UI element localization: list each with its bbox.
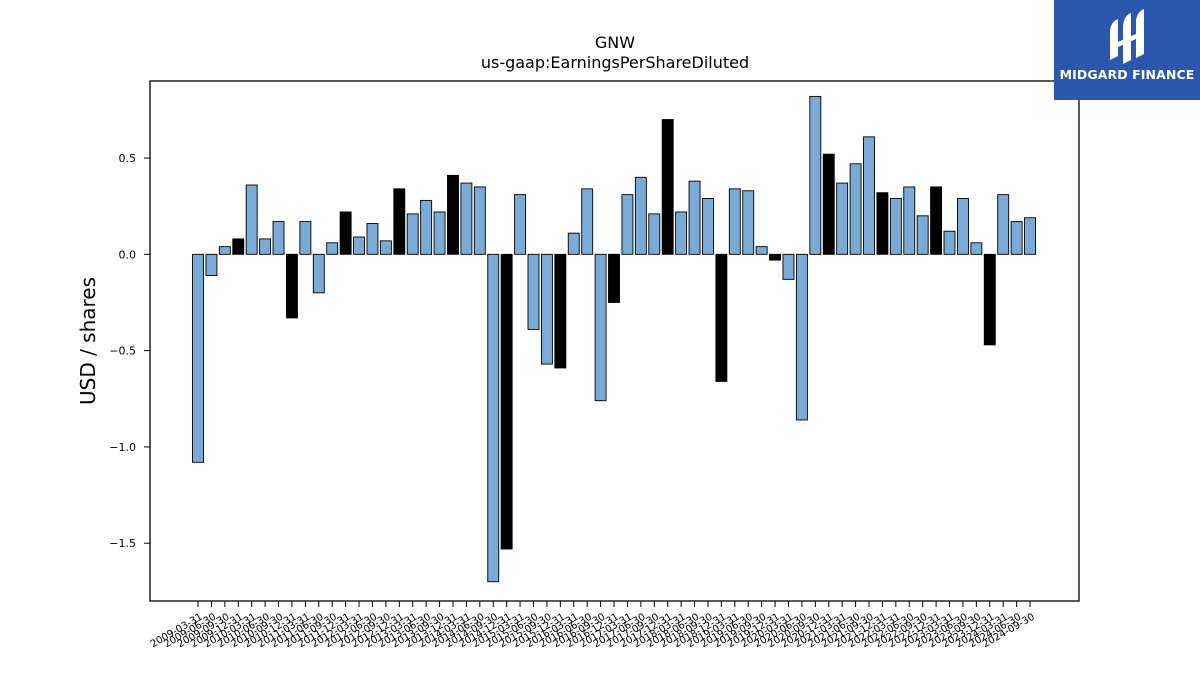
bar-2022-06-30 (903, 186, 916, 255)
bar-2018-09-30 (702, 198, 714, 255)
bar-2012-06-30 (366, 223, 379, 255)
midgard-logo-icon (1110, 9, 1144, 64)
bar-2024-06-30 (1010, 221, 1023, 255)
bar-2023-03-31 (943, 230, 956, 255)
bar-2012-03-31 (353, 236, 365, 255)
bar-2010-12-31 (285, 253, 298, 319)
bar-2021-06-30 (849, 163, 862, 255)
bar-2010-03-31 (245, 184, 258, 255)
bar-2015-09-30 (540, 253, 553, 365)
bar-2018-03-31 (675, 211, 688, 255)
bar-2024-03-31 (997, 194, 1010, 255)
bar-2010-09-30 (272, 221, 285, 255)
bar-2015-06-30 (527, 253, 540, 330)
bar-2017-06-30 (634, 176, 647, 255)
bar-2020-06-30 (795, 253, 808, 421)
bar-2013-03-31 (406, 213, 419, 255)
bar-2010-06-30 (259, 238, 272, 255)
y-tick-label: 0.5 (119, 152, 137, 165)
bar-2019-06-30 (742, 190, 755, 255)
bar-2011-12-31 (339, 211, 352, 255)
bar-2023-09-30 (970, 242, 983, 255)
bars-group (192, 95, 1036, 583)
bar-2016-09-30 (594, 253, 607, 402)
bar-2021-03-31 (836, 182, 849, 255)
bar-2023-06-30 (956, 198, 969, 255)
bar-2021-09-30 (863, 136, 875, 255)
bar-2012-09-30 (379, 240, 392, 255)
bar-2011-03-31 (299, 221, 312, 255)
bar-2009-09-30 (218, 246, 231, 255)
bar-2016-06-30 (581, 188, 594, 255)
bar-2017-03-31 (621, 194, 634, 255)
bar-2022-03-31 (889, 198, 902, 255)
bar-2014-12-31 (500, 253, 513, 550)
bar-2020-03-31 (782, 253, 795, 280)
brand-logo-text: MIDGARD FINANCE (1059, 67, 1195, 82)
bar-2023-12-31 (983, 253, 996, 346)
y-tick-label: 0.0 (119, 248, 137, 261)
bar-2014-06-30 (473, 186, 486, 255)
x-ticks-group: 2009-03-312009-06-302009-09-302009-12-31… (149, 601, 1037, 650)
y-ticks-group: −1.5 −1.0 −0.5 0.0 0.5 (109, 152, 150, 550)
bar-2014-03-31 (460, 182, 473, 255)
bar-2011-09-30 (326, 242, 339, 255)
bar-2019-09-30 (755, 246, 768, 255)
bar-2021-12-31 (876, 192, 889, 255)
bar-2013-06-30 (420, 199, 433, 255)
y-axis-label: USD / shares (76, 277, 100, 405)
bar-2015-03-31 (514, 194, 527, 255)
bar-2022-12-31 (930, 186, 943, 255)
plot-frame (149, 80, 1080, 602)
brand-logo: MIDGARD FINANCE (1054, 0, 1200, 100)
bar-2024-09-30 (1024, 217, 1036, 255)
bar-2020-09-30 (809, 95, 822, 255)
chart-title: GNW (595, 33, 635, 52)
bar-2019-12-31 (769, 253, 782, 261)
y-tick-label: −1.0 (109, 441, 136, 454)
bar-2013-09-30 (433, 211, 446, 255)
bar-2016-03-31 (567, 232, 580, 255)
bar-2018-06-30 (688, 180, 701, 255)
bar-2009-06-30 (205, 253, 218, 276)
y-tick-label: −1.5 (109, 537, 136, 550)
y-tick-label: −0.5 (109, 345, 136, 358)
bar-2009-03-31 (192, 253, 204, 463)
bar-2014-09-30 (487, 253, 500, 583)
bar-2009-12-31 (232, 238, 245, 255)
bar-2017-09-30 (648, 213, 661, 255)
bar-2018-12-31 (715, 253, 728, 382)
bar-2015-12-31 (554, 253, 567, 369)
bar-2020-12-31 (822, 153, 835, 255)
bar-2011-06-30 (312, 253, 325, 294)
bar-2022-09-30 (916, 215, 929, 255)
bar-2017-12-31 (661, 119, 674, 255)
chart-subtitle: us-gaap:EarningsPerShareDiluted (481, 53, 749, 72)
bar-2016-12-31 (608, 253, 620, 303)
bar-2012-12-31 (393, 188, 406, 255)
bar-2013-12-31 (447, 174, 459, 255)
bar-2019-03-31 (728, 188, 741, 255)
